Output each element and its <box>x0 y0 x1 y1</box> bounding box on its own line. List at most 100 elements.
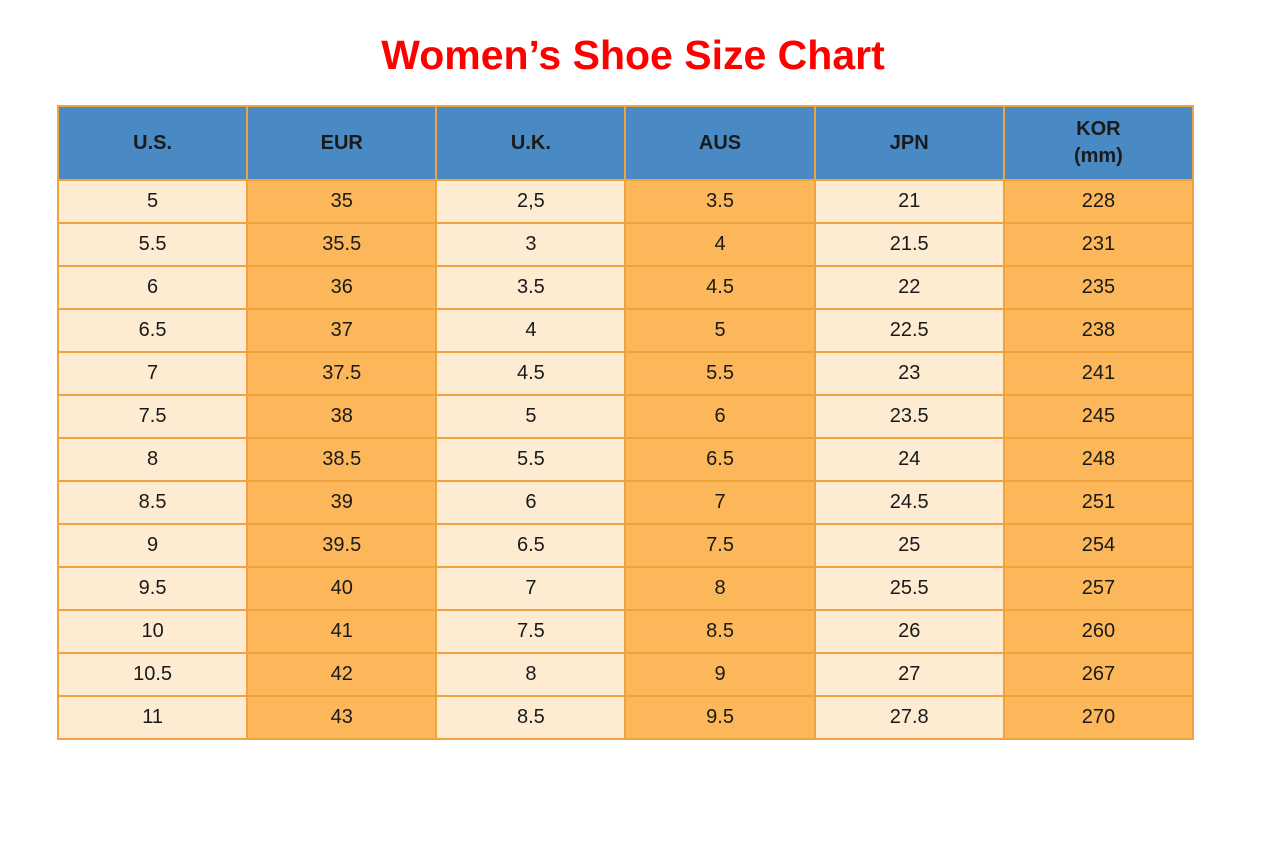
shoe-size-table: U.S. EUR U.K. AUS JPN KOR (mm) 5 35 2,5 3.5… <box>56 105 1195 741</box>
size-cell: 4.5 <box>435 351 627 397</box>
table-row: 8 38.5 5.5 6.5 24 248 <box>56 437 1195 483</box>
size-cell: 6 <box>624 394 816 440</box>
table-row: 11 43 8.5 9.5 27.8 270 <box>56 695 1195 741</box>
size-cell: 7 <box>56 351 249 397</box>
size-cell: 40 <box>246 566 438 612</box>
size-cell: 8.5 <box>624 609 816 655</box>
size-cell: 23 <box>813 351 1005 397</box>
size-cell: 7.5 <box>624 523 816 569</box>
size-cell: 251 <box>1002 480 1195 526</box>
size-cell: 245 <box>1002 394 1195 440</box>
size-cell: 10.5 <box>56 652 249 698</box>
size-cell: 22.5 <box>813 308 1005 354</box>
size-cell: 37.5 <box>246 351 438 397</box>
size-cell: 6.5 <box>435 523 627 569</box>
size-cell: 25 <box>813 523 1005 569</box>
size-cell: 6 <box>56 265 249 311</box>
size-cell: 37 <box>246 308 438 354</box>
size-cell: 7 <box>435 566 627 612</box>
size-cell: 238 <box>1002 308 1195 354</box>
column-header-eur: EUR <box>246 105 438 182</box>
size-cell: 26 <box>813 609 1005 655</box>
size-cell: 6.5 <box>56 308 249 354</box>
size-cell: 11 <box>56 695 249 741</box>
column-header-aus: AUS <box>624 105 816 182</box>
size-cell: 24 <box>813 437 1005 483</box>
size-cell: 260 <box>1002 609 1195 655</box>
size-cell: 5.5 <box>435 437 627 483</box>
table-header: U.S. EUR U.K. AUS JPN KOR (mm) <box>56 105 1195 182</box>
size-cell: 8 <box>56 437 249 483</box>
header-row: U.S. EUR U.K. AUS JPN KOR (mm) <box>56 105 1195 182</box>
table-row: 6.5 37 4 5 22.5 238 <box>56 308 1195 354</box>
size-cell: 35.5 <box>246 222 438 268</box>
size-cell: 39.5 <box>246 523 438 569</box>
size-cell: 24.5 <box>813 480 1005 526</box>
size-cell: 6.5 <box>624 437 816 483</box>
table-row: 10 41 7.5 8.5 26 260 <box>56 609 1195 655</box>
table-row: 7 37.5 4.5 5.5 23 241 <box>56 351 1195 397</box>
size-cell: 9.5 <box>624 695 816 741</box>
size-cell: 235 <box>1002 265 1195 311</box>
size-cell: 6 <box>435 480 627 526</box>
size-cell: 25.5 <box>813 566 1005 612</box>
column-header-uk: U.K. <box>435 105 627 182</box>
size-cell: 38 <box>246 394 438 440</box>
page-title: Women’s Shoe Size Chart <box>381 32 885 78</box>
size-cell: 38.5 <box>246 437 438 483</box>
column-header-us: U.S. <box>56 105 249 182</box>
size-cell: 267 <box>1002 652 1195 698</box>
table-row: 9 39.5 6.5 7.5 25 254 <box>56 523 1195 569</box>
size-cell: 241 <box>1002 351 1195 397</box>
size-cell: 231 <box>1002 222 1195 268</box>
size-cell: 5 <box>435 394 627 440</box>
size-cell: 2,5 <box>435 179 627 225</box>
size-cell: 42 <box>246 652 438 698</box>
table-row: 5 35 2,5 3.5 21 228 <box>56 179 1195 225</box>
size-cell: 4 <box>624 222 816 268</box>
column-header-jpn: JPN <box>813 105 1005 182</box>
size-cell: 27 <box>813 652 1005 698</box>
size-cell: 3.5 <box>624 179 816 225</box>
size-cell: 8.5 <box>56 480 249 526</box>
size-cell: 8 <box>624 566 816 612</box>
size-cell: 39 <box>246 480 438 526</box>
size-cell: 8 <box>435 652 627 698</box>
table-row: 5.5 35.5 3 4 21.5 231 <box>56 222 1195 268</box>
size-cell: 9 <box>56 523 249 569</box>
size-cell: 22 <box>813 265 1005 311</box>
table-row: 7.5 38 5 6 23.5 245 <box>56 394 1195 440</box>
size-cell: 4.5 <box>624 265 816 311</box>
size-cell: 5 <box>624 308 816 354</box>
size-cell: 228 <box>1002 179 1195 225</box>
size-cell: 5.5 <box>624 351 816 397</box>
column-header-kor: KOR (mm) <box>1002 105 1195 182</box>
size-cell: 41 <box>246 609 438 655</box>
size-table-body: 5 35 2,5 3.5 21 228 5.5 35.5 3 4 21.5 231 6 36 3.5 4.5 2… <box>56 179 1195 741</box>
table-row: 8.5 39 6 7 24.5 251 <box>56 480 1195 526</box>
size-cell: 21.5 <box>813 222 1005 268</box>
size-cell: 43 <box>246 695 438 741</box>
size-cell: 5 <box>56 179 249 225</box>
size-cell: 4 <box>435 308 627 354</box>
size-cell: 35 <box>246 179 438 225</box>
size-cell: 248 <box>1002 437 1195 483</box>
size-cell: 10 <box>56 609 249 655</box>
size-cell: 36 <box>246 265 438 311</box>
size-cell: 21 <box>813 179 1005 225</box>
table-row: 9.5 40 7 8 25.5 257 <box>56 566 1195 612</box>
table-row: 10.5 42 8 9 27 267 <box>56 652 1195 698</box>
size-cell: 7.5 <box>435 609 627 655</box>
size-cell: 8.5 <box>435 695 627 741</box>
size-cell: 3 <box>435 222 627 268</box>
size-cell: 270 <box>1002 695 1195 741</box>
table-row: 6 36 3.5 4.5 22 235 <box>56 265 1195 311</box>
size-cell: 5.5 <box>56 222 249 268</box>
size-cell: 9.5 <box>56 566 249 612</box>
size-cell: 23.5 <box>813 394 1005 440</box>
size-cell: 27.8 <box>813 695 1005 741</box>
size-cell: 9 <box>624 652 816 698</box>
size-cell: 257 <box>1002 566 1195 612</box>
size-cell: 7 <box>624 480 816 526</box>
